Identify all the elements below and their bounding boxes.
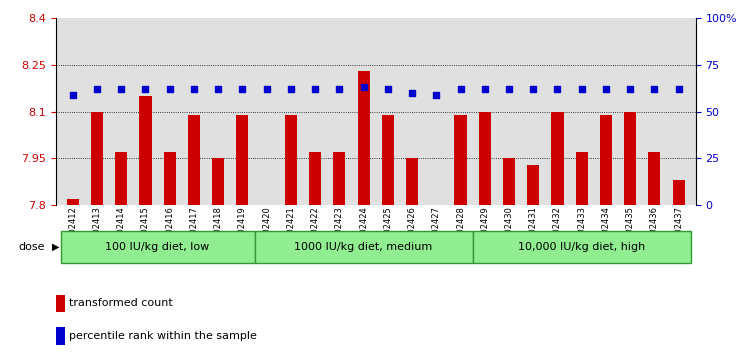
Point bbox=[188, 86, 200, 92]
Bar bbox=[600, 115, 612, 205]
Bar bbox=[478, 111, 491, 205]
Bar bbox=[91, 111, 103, 205]
Bar bbox=[309, 152, 321, 205]
Point bbox=[406, 90, 418, 96]
Bar bbox=[527, 164, 539, 205]
Point bbox=[503, 86, 515, 92]
Point bbox=[260, 86, 272, 92]
FancyBboxPatch shape bbox=[472, 231, 690, 263]
Point bbox=[430, 92, 442, 98]
Point bbox=[673, 86, 684, 92]
FancyBboxPatch shape bbox=[254, 231, 472, 263]
Point bbox=[382, 86, 394, 92]
Bar bbox=[212, 158, 224, 205]
Text: transformed count: transformed count bbox=[69, 298, 173, 309]
FancyBboxPatch shape bbox=[61, 231, 254, 263]
Bar bbox=[624, 111, 636, 205]
Text: 10,000 IU/kg diet, high: 10,000 IU/kg diet, high bbox=[518, 242, 645, 252]
Point bbox=[455, 86, 466, 92]
Text: ▶: ▶ bbox=[52, 242, 60, 252]
Point bbox=[600, 86, 612, 92]
Point bbox=[285, 86, 297, 92]
Point bbox=[237, 86, 248, 92]
Bar bbox=[673, 180, 684, 205]
Point bbox=[212, 86, 224, 92]
Bar bbox=[237, 115, 248, 205]
Point bbox=[67, 92, 79, 98]
Text: 100 IU/kg diet, low: 100 IU/kg diet, low bbox=[106, 242, 210, 252]
Bar bbox=[503, 158, 515, 205]
Bar bbox=[188, 115, 200, 205]
Point bbox=[649, 86, 661, 92]
Bar bbox=[382, 115, 394, 205]
Point bbox=[358, 85, 370, 90]
Point bbox=[576, 86, 588, 92]
Point bbox=[479, 86, 491, 92]
Bar bbox=[358, 71, 370, 205]
Text: percentile rank within the sample: percentile rank within the sample bbox=[69, 331, 257, 341]
Bar bbox=[67, 199, 79, 205]
Point bbox=[140, 86, 152, 92]
Point bbox=[527, 86, 539, 92]
Point bbox=[333, 86, 345, 92]
Bar bbox=[455, 115, 466, 205]
Point bbox=[624, 86, 636, 92]
Bar bbox=[164, 152, 176, 205]
Text: dose: dose bbox=[18, 242, 45, 252]
Point bbox=[310, 86, 321, 92]
Bar bbox=[115, 152, 127, 205]
Bar bbox=[551, 111, 563, 205]
Bar bbox=[406, 158, 418, 205]
Bar bbox=[648, 152, 661, 205]
Point bbox=[115, 86, 127, 92]
Point bbox=[551, 86, 563, 92]
Bar bbox=[285, 115, 297, 205]
Text: 1000 IU/kg diet, medium: 1000 IU/kg diet, medium bbox=[295, 242, 433, 252]
Point bbox=[164, 86, 176, 92]
Point bbox=[91, 86, 103, 92]
Bar bbox=[333, 152, 345, 205]
Bar bbox=[139, 96, 152, 205]
Bar bbox=[576, 152, 588, 205]
